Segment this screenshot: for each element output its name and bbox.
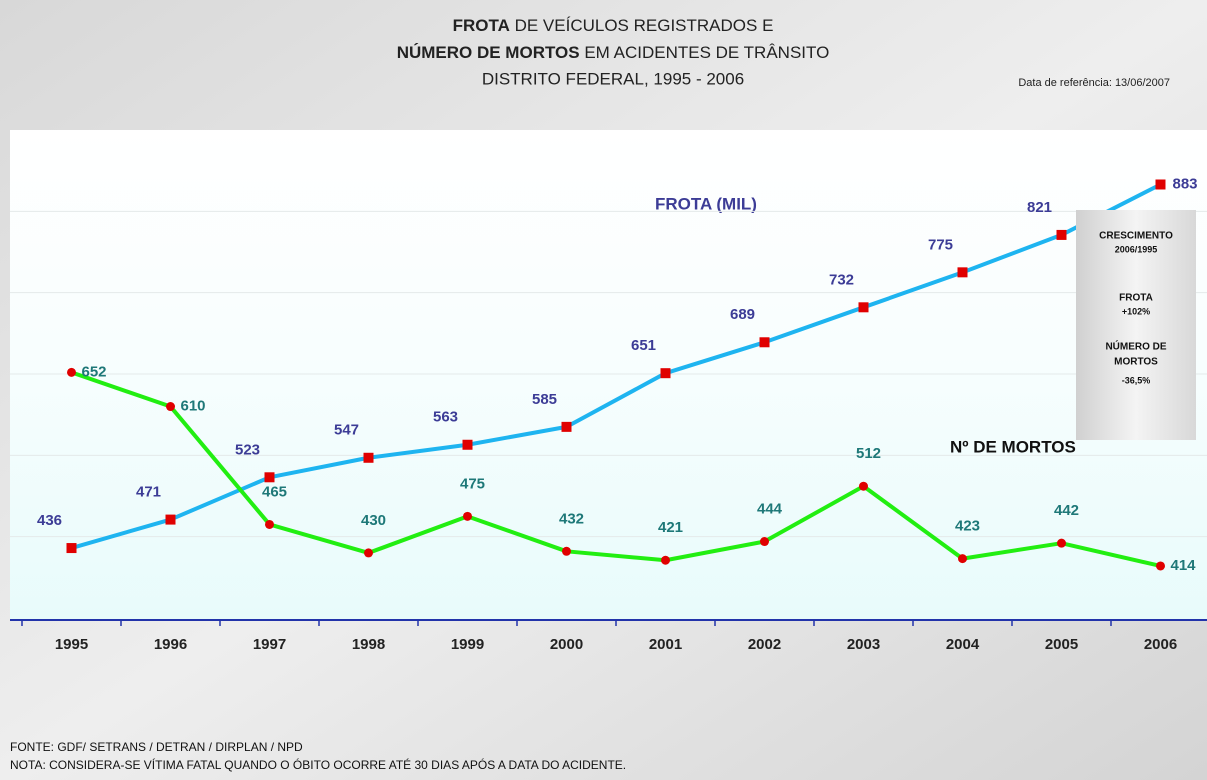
growth-period: 2006/1995 (1115, 244, 1158, 254)
title-rest: DE VEÍCULOS REGISTRADOS E (510, 16, 774, 35)
source: FONTE: GDF/ SETRANS / DETRAN / DIRPLAN /… (10, 740, 303, 754)
value-label: 651 (631, 337, 656, 354)
x-tick-label: 2001 (649, 636, 682, 653)
point (364, 548, 373, 558)
value-label: 421 (658, 519, 683, 536)
point (859, 481, 868, 491)
subtitle: DISTRITO FEDERAL, 1995 - 2006 (482, 69, 744, 88)
point (760, 537, 769, 547)
value-label: 523 (235, 441, 260, 458)
value-label: 652 (82, 363, 107, 380)
title-line-1: FROTA DE VEÍCULOS REGISTRADOS E (453, 16, 774, 35)
point (958, 554, 967, 564)
value-label: 423 (955, 518, 980, 535)
value-label: 689 (730, 306, 755, 323)
x-tick-label: 2002 (748, 636, 781, 653)
growth-mortos-value: -36,5% (1122, 375, 1151, 385)
x-tick-label: 2000 (550, 636, 583, 653)
value-label: 732 (829, 271, 854, 288)
point (1156, 561, 1165, 571)
reference-date: Data de referência: 13/06/2007 (1018, 77, 1170, 89)
point (67, 367, 76, 377)
point (264, 472, 275, 483)
point (265, 519, 274, 529)
point (463, 511, 472, 521)
title-line-2: NÚMERO DE MORTOS EM ACIDENTES DE TRÂNSIT… (397, 43, 830, 62)
x-tick-label: 2003 (847, 636, 880, 653)
x-tick-label: 1996 (154, 636, 187, 653)
point (363, 452, 374, 463)
value-label: 821 (1027, 199, 1052, 216)
point (1155, 179, 1166, 190)
value-label: 563 (433, 409, 458, 426)
title-bold: NÚMERO DE MORTOS (397, 43, 580, 62)
value-label: 436 (37, 512, 62, 529)
x-tick-label: 2006 (1144, 636, 1177, 653)
x-tick-label: 1998 (352, 636, 385, 653)
point (661, 555, 670, 565)
point (957, 267, 968, 278)
value-label: 465 (262, 483, 287, 500)
growth-title: CRESCIMENTO (1099, 231, 1173, 242)
note: NOTA: CONSIDERA-SE VÍTIMA FATAL QUANDO O… (10, 757, 626, 772)
growth-mortos-label: MORTOS (1114, 357, 1158, 368)
growth-box (1076, 210, 1196, 440)
value-label: 444 (757, 501, 783, 518)
value-label: 547 (334, 422, 359, 439)
value-label: 471 (136, 484, 161, 501)
point (858, 302, 869, 313)
point (166, 402, 175, 412)
growth-mortos-label: NÚMERO DE (1105, 340, 1166, 353)
growth-frota-label: FROTA (1119, 293, 1153, 304)
title-bold: FROTA (453, 16, 510, 35)
value-label: 775 (928, 236, 953, 253)
value-label: 430 (361, 512, 386, 529)
x-tick-label: 2004 (946, 636, 980, 653)
growth-frota-value: +102% (1122, 306, 1150, 316)
series-line (70, 370, 1161, 568)
point (462, 439, 473, 450)
plot: 1995 1996 1997 1998 1999 2000 2001 2002 2003 2004… (10, 175, 1207, 653)
x-tick-label: 1995 (55, 636, 88, 653)
point (1057, 538, 1066, 548)
x-tick-label: 1997 (253, 636, 286, 653)
value-label: 414 (1171, 557, 1197, 574)
point (165, 514, 176, 525)
value-label: 883 (1173, 175, 1198, 192)
point (561, 421, 572, 432)
value-label: 475 (460, 475, 485, 492)
title-rest: EM ACIDENTES DE TRÂNSITO (580, 43, 830, 62)
series-label: Nº DE MORTOS (950, 437, 1076, 456)
x-tick-label: 1999 (451, 636, 484, 653)
point (66, 543, 77, 554)
value-label: 610 (181, 398, 206, 415)
point (1056, 229, 1067, 240)
point (562, 546, 571, 556)
value-label: 432 (559, 510, 584, 527)
series-label: FROTA (MIL) (655, 194, 757, 213)
x-tick-label: 2005 (1045, 636, 1078, 653)
growth-text: CRESCIMENTO 2006/1995 FROTA +102% NÚMERO… (1099, 231, 1173, 386)
series-line (70, 182, 1162, 550)
value-label: 442 (1054, 502, 1079, 519)
value-label: 512 (856, 445, 881, 462)
point (660, 368, 671, 379)
point (759, 337, 770, 348)
value-label: 585 (532, 391, 557, 408)
